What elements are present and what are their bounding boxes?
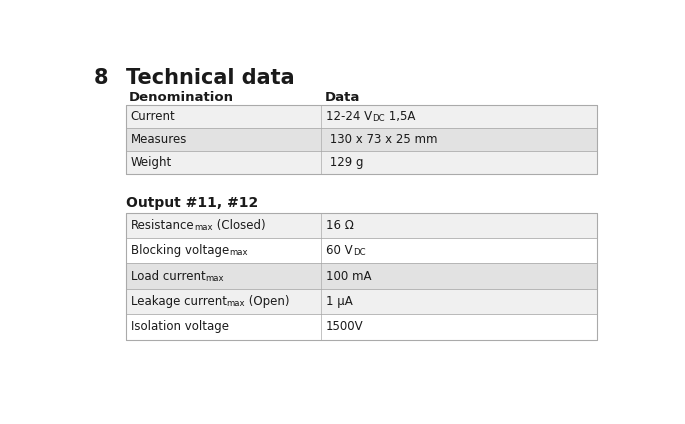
Bar xyxy=(126,212,597,340)
Text: (Open): (Open) xyxy=(245,295,290,308)
Text: 1 μA: 1 μA xyxy=(326,295,353,308)
Text: max: max xyxy=(229,248,247,257)
Text: max: max xyxy=(206,274,224,283)
Bar xyxy=(126,105,597,128)
Text: max: max xyxy=(227,299,245,308)
Text: Output #11, #12: Output #11, #12 xyxy=(126,195,258,209)
Text: DC: DC xyxy=(353,248,365,257)
Text: 130 x 73 x 25 mm: 130 x 73 x 25 mm xyxy=(326,133,438,146)
Text: 60 V: 60 V xyxy=(326,244,353,257)
Text: DC: DC xyxy=(372,114,385,123)
Text: 16 Ω: 16 Ω xyxy=(326,219,354,232)
Text: Load current: Load current xyxy=(131,270,206,283)
Text: Technical data: Technical data xyxy=(126,68,295,88)
Text: (Closed): (Closed) xyxy=(213,219,265,232)
Bar xyxy=(126,212,597,238)
Text: Blocking voltage: Blocking voltage xyxy=(131,244,229,257)
Text: Leakage current: Leakage current xyxy=(131,295,227,308)
Bar xyxy=(126,314,597,340)
Bar xyxy=(126,105,597,174)
Text: Resistance: Resistance xyxy=(131,219,195,232)
Bar xyxy=(126,238,597,263)
Text: Current: Current xyxy=(131,110,175,123)
Text: 12-24 V: 12-24 V xyxy=(326,110,372,123)
Text: 1,5A: 1,5A xyxy=(385,110,415,123)
Text: 1500V: 1500V xyxy=(326,321,364,333)
Bar xyxy=(126,151,597,174)
Bar xyxy=(126,289,597,314)
Text: max: max xyxy=(195,223,213,232)
Text: Isolation voltage: Isolation voltage xyxy=(131,321,229,333)
Text: 8: 8 xyxy=(93,68,108,88)
Bar xyxy=(126,263,597,289)
Text: Data: Data xyxy=(325,91,360,104)
Text: 100 mA: 100 mA xyxy=(326,270,372,283)
Text: 129 g: 129 g xyxy=(326,156,364,169)
Text: Weight: Weight xyxy=(131,156,172,169)
Bar xyxy=(126,128,597,151)
Text: Denomination: Denomination xyxy=(129,91,234,104)
Text: Measures: Measures xyxy=(131,133,187,146)
